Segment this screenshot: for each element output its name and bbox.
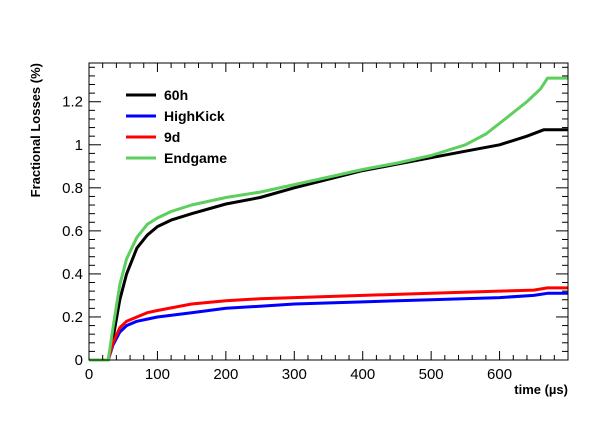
legend-label-9d: 9d [164,129,180,145]
axes: 0 100 200 300 400 500 600 0 0.2 0.4 0.6 0.8 1 1.2 [62,62,569,383]
y-tick-label: 1 [75,137,83,154]
x-tick-label: 600 [487,366,512,383]
legend-label-60h: 60h [164,87,188,103]
series-line-9d [89,286,568,362]
y-tick-label: 0.4 [62,266,83,283]
x-tick-label: 100 [145,366,170,383]
legend-label-highkick: HighKick [164,108,225,124]
plot-marks [89,76,568,362]
x-axis-title: time (µs) [514,382,568,397]
y-tick-label: 0.6 [62,223,83,240]
x-tick-label: 500 [419,366,444,383]
series-line-endgame [89,76,568,362]
series-line-60h [89,128,568,362]
legend-label-endgame: Endgame [164,150,227,166]
y-tick-label: 1.2 [62,94,83,111]
y-axis-title: Fractional Losses (%) [28,63,43,197]
y-tick-label: 0 [75,352,83,369]
legend: 60h HighKick 9d Endgame [126,87,227,166]
series-line-highkick [89,291,568,362]
y-tick-label: 0.2 [62,309,83,326]
x-tick-label: 200 [213,366,238,383]
plot-frame [88,62,569,361]
x-tick-label: 300 [282,366,307,383]
x-tick-label: 400 [350,366,375,383]
y-tick-label: 0.8 [62,180,83,197]
x-tick-label: 0 [85,366,93,383]
